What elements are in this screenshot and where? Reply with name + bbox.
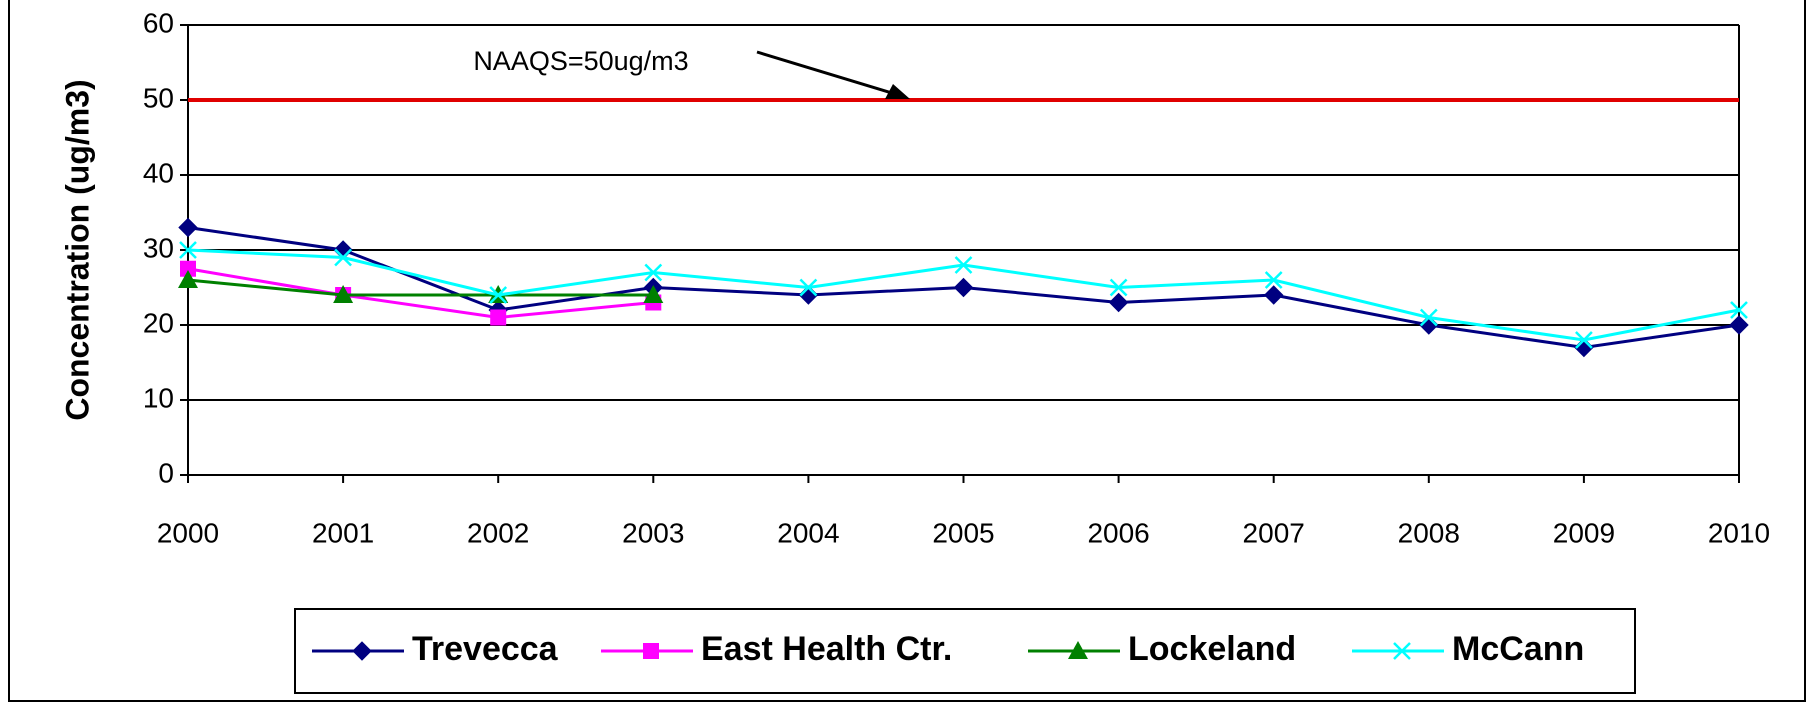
legend-label: McCann	[1452, 630, 1584, 668]
marker	[180, 260, 196, 277]
legend-box	[294, 608, 1636, 694]
marker	[334, 248, 352, 267]
marker	[1108, 292, 1129, 313]
y-tick-label: 0	[158, 457, 174, 488]
legend-label: Trevecca	[412, 630, 559, 668]
y-tick-label: 30	[143, 232, 174, 263]
x-tick-label: 2004	[777, 517, 839, 548]
series-line	[187, 278, 654, 297]
annotation: NAAQS=50ug/m3	[473, 46, 688, 76]
marker	[490, 309, 507, 326]
marker	[333, 285, 354, 303]
marker	[1419, 308, 1438, 327]
marker	[1109, 278, 1128, 297]
marker	[178, 217, 198, 238]
annotation-arrow	[756, 50, 896, 96]
x-tick-label: 2005	[932, 517, 994, 548]
legend-marker	[1068, 641, 1088, 659]
legend-label: East Health Ctr.	[701, 630, 952, 668]
marker	[1263, 285, 1284, 305]
marker	[799, 278, 818, 297]
legend-label: Lockeland	[1128, 630, 1296, 668]
x-tick-label: 2000	[157, 517, 219, 548]
x-tick-label: 2003	[622, 517, 684, 548]
y-tick-label: 20	[143, 307, 174, 338]
x-tick-label: 2006	[1087, 517, 1149, 548]
y-tick-label: 10	[143, 382, 174, 413]
y-tick-label: 40	[143, 157, 174, 188]
marker	[954, 256, 973, 274]
marker	[178, 270, 198, 288]
marker	[953, 277, 974, 298]
annotation-arrowhead	[885, 84, 910, 99]
x-tick-label: 2009	[1553, 517, 1615, 548]
legend-marker	[643, 643, 659, 659]
marker	[179, 241, 197, 259]
marker	[644, 263, 663, 282]
x-tick-label: 2002	[467, 517, 529, 548]
y-tick-label: 50	[143, 82, 174, 113]
y-tick-label: 60	[143, 7, 174, 38]
marker	[643, 285, 664, 303]
legend-marker	[1393, 642, 1411, 660]
marker	[1575, 331, 1593, 349]
series-line	[187, 267, 654, 320]
marker	[1264, 271, 1283, 289]
x-tick-label: 2007	[1243, 517, 1305, 548]
y-axis-label: Concentration (ug/m3)	[59, 79, 95, 420]
marker	[1729, 315, 1749, 335]
x-tick-label: 2010	[1708, 517, 1770, 548]
marker	[489, 286, 508, 304]
x-tick-label: 2008	[1398, 517, 1460, 548]
legend-marker	[352, 641, 372, 661]
frame	[8, 0, 1806, 702]
x-tick-label: 2001	[312, 517, 374, 548]
marker	[1730, 301, 1748, 319]
